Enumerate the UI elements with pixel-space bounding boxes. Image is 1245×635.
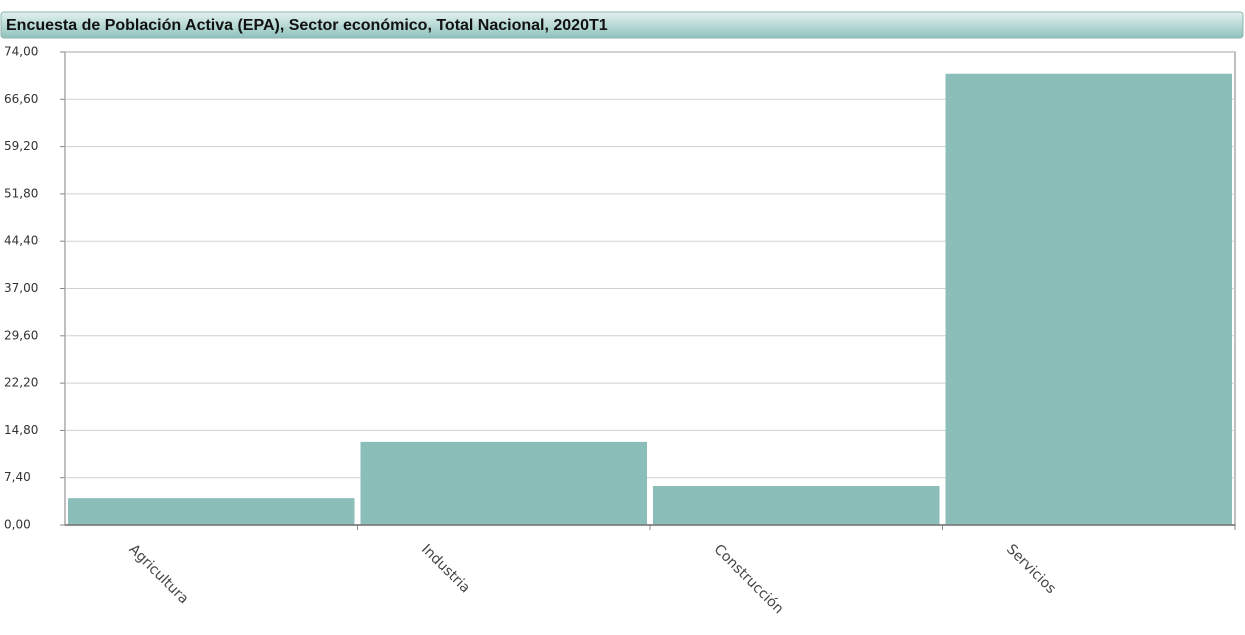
y-tick-label: 59,20	[4, 139, 38, 153]
y-tick-label: 0,00	[4, 518, 31, 532]
y-tick-label: 14,80	[4, 423, 38, 437]
y-tick-label: 74,00	[4, 45, 38, 59]
y-tick-label: 37,00	[4, 281, 38, 295]
title-bar	[0, 11, 1244, 39]
x-tick-label: Construcción	[711, 541, 787, 617]
y-tick-label: 29,60	[4, 328, 38, 342]
bar	[945, 73, 1232, 526]
bar	[68, 498, 355, 525]
y-tick-label: 66,60	[4, 92, 38, 106]
y-tick-label: 22,20	[4, 376, 38, 390]
bar	[360, 441, 647, 525]
y-tick-label: 7,40	[4, 470, 31, 484]
bar	[653, 486, 940, 525]
x-tick-label: Servicios	[1003, 541, 1059, 597]
chart-title: Encuesta de Población Activa (EPA), Sect…	[6, 17, 608, 34]
y-tick-label: 44,40	[4, 234, 38, 248]
y-tick-label: 51,80	[4, 186, 38, 200]
x-tick-label: Agricultura	[126, 541, 192, 607]
x-tick-label: Industria	[418, 541, 473, 596]
